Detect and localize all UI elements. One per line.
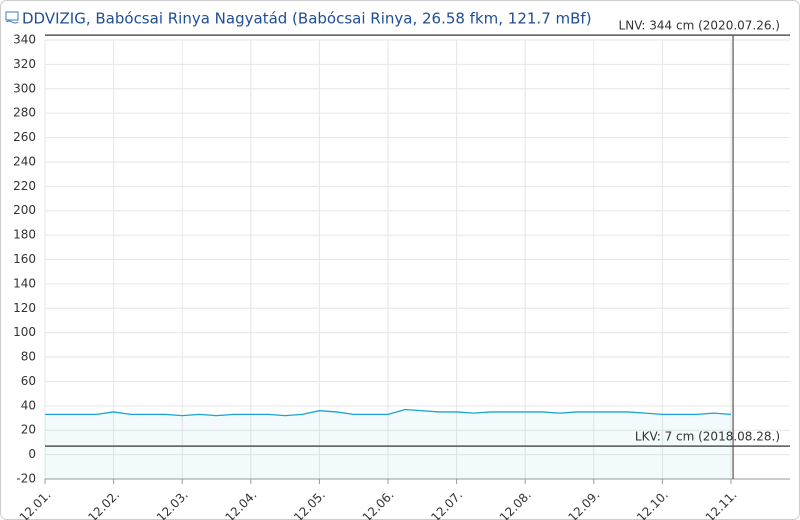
reference-label: LKV: 7 cm (2018.08.28.) [635, 430, 780, 444]
chart-title: DDVIZIG, Babócsai Rinya Nagyatád (Babócs… [22, 10, 592, 28]
y-tick-label: 200 [13, 203, 36, 217]
y-tick-label: 20 [21, 423, 36, 437]
y-tick-label: 100 [13, 325, 36, 339]
y-tick-label: 320 [13, 57, 36, 71]
y-tick-label: 60 [21, 374, 36, 388]
y-tick-label: 140 [13, 276, 36, 290]
y-tick-label: -20 [16, 472, 36, 486]
y-tick-label: 120 [13, 301, 36, 315]
logo [5, 11, 19, 24]
y-tick-label: 80 [21, 350, 36, 364]
y-tick-label: 0 [28, 447, 36, 461]
y-tick-label: 340 [13, 33, 36, 47]
y-tick-label: 220 [13, 179, 36, 193]
area [45, 409, 732, 479]
y-tick-label: 160 [13, 252, 36, 266]
line [45, 408, 732, 417]
y-tick-label: 300 [13, 81, 36, 95]
y-tick-label: 240 [13, 154, 36, 168]
y-tick-label: 260 [13, 130, 36, 144]
y-tick-label: 180 [13, 228, 36, 242]
reference-label: LNV: 344 cm (2020.07.26.) [619, 19, 780, 33]
y-tick-label: 280 [13, 106, 36, 120]
y-tick-label: 40 [21, 398, 36, 412]
